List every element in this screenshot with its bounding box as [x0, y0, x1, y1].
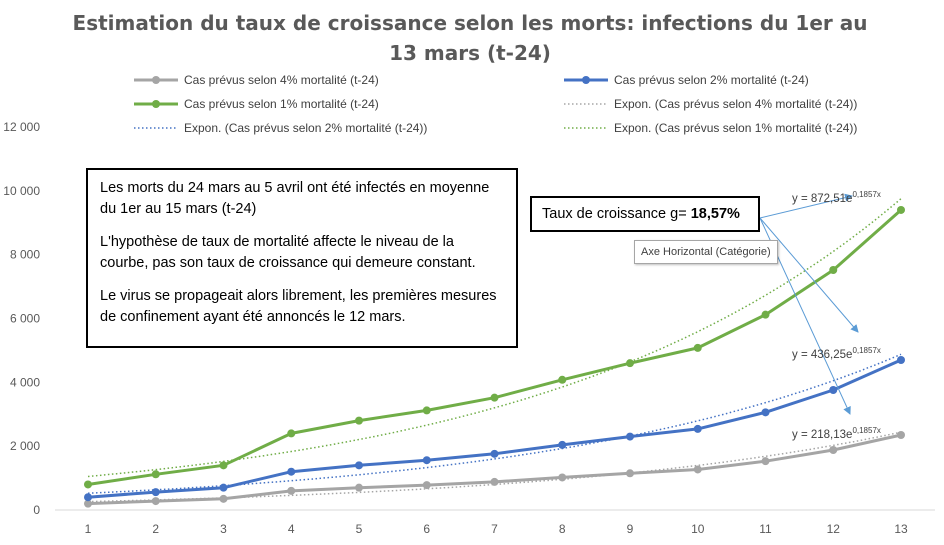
equation-4pct-base: y = 218,13e [792, 428, 853, 441]
data-point-1 [761, 408, 770, 417]
data-point-2 [829, 265, 838, 274]
equation-2pct-base: y = 436,25e [792, 348, 853, 361]
data-point-1 [355, 461, 363, 470]
data-point-0 [151, 497, 160, 506]
y-tick-label: 6 000 [10, 312, 40, 326]
data-point-0 [355, 483, 363, 492]
x-tick-label: 2 [152, 522, 159, 536]
x-tick-label: 1 [85, 522, 92, 536]
data-point-2 [219, 461, 228, 470]
x-tick-label: 13 [894, 522, 908, 536]
annotation-line-1: Les morts du 24 mars au 5 avril ont été … [100, 180, 490, 217]
x-tick-label: 3 [220, 522, 227, 536]
equation-1pct-base: y = 872,51e [792, 192, 853, 205]
x-tick-label: 4 [288, 522, 295, 536]
legend-label-2pct: Cas prévus selon 2% mortalité (t-24) [614, 73, 809, 87]
data-point-0 [287, 486, 296, 495]
data-point-0 [626, 469, 634, 478]
data-point-1 [287, 467, 296, 476]
data-point-0 [693, 465, 702, 474]
data-point-0 [558, 473, 567, 482]
data-point-2 [693, 343, 702, 352]
growth-rate-box[interactable]: Taux de croissance g= 18,57% [530, 196, 760, 232]
growth-rate-label: Taux de croissance g= [542, 206, 691, 222]
annotation-textbox[interactable]: Les morts du 24 mars au 5 avril ont été … [86, 168, 518, 348]
legend-label-expon-2pct: Expon. (Cas prévus selon 2% mortalité (t… [184, 121, 428, 135]
legend-swatch-expon-2pct [134, 127, 178, 129]
equation-4pct-exponent: 0,1857x [852, 426, 881, 435]
legend-swatch-4pct [134, 76, 178, 84]
legend-label-4pct: Cas prévus selon 4% mortalité (t-24) [184, 73, 379, 87]
data-point-0 [219, 494, 228, 503]
data-point-1 [490, 449, 499, 458]
pointer-arrow-0 [759, 193, 853, 219]
data-point-1 [829, 385, 838, 394]
equation-2pct[interactable]: y = 436,25e0,1857x [792, 346, 881, 361]
data-point-0 [761, 457, 770, 466]
equation-4pct[interactable]: y = 218,13e0,1857x [792, 426, 881, 441]
equation-1pct-exponent: 0,1857x [852, 190, 881, 199]
annotation-line-2: L'hypothèse de taux de mortalité affecte… [100, 234, 476, 271]
legend-swatch-2pct [564, 76, 608, 84]
legend-swatch-expon-4pct [564, 103, 608, 105]
legend-label-1pct: Cas prévus selon 1% mortalité (t-24) [184, 97, 379, 111]
data-point-0 [422, 481, 431, 490]
x-tick-label: 8 [559, 522, 566, 536]
x-tick-label: 9 [627, 522, 634, 536]
data-point-2 [287, 429, 296, 438]
data-point-0 [84, 499, 92, 508]
data-point-2 [151, 470, 160, 479]
data-point-2 [84, 480, 92, 489]
data-point-2 [761, 310, 770, 319]
data-point-2 [626, 359, 634, 368]
annotation-line-3: Le virus se propageait alors librement, … [100, 288, 497, 325]
x-tick-label: 11 [759, 522, 772, 536]
x-tick-label: 5 [356, 522, 363, 536]
series-line-0 [87, 433, 902, 506]
data-point-2 [490, 393, 499, 402]
legend-label-expon-4pct: Expon. (Cas prévus selon 4% mortalité (t… [614, 97, 858, 111]
data-point-2 [422, 406, 431, 415]
data-point-1 [897, 355, 905, 364]
equation-1pct[interactable]: y = 872,51e0,1857x [792, 190, 881, 205]
data-point-1 [693, 424, 702, 433]
data-point-0 [897, 430, 905, 439]
data-point-2 [897, 205, 905, 214]
x-tick-label: 10 [691, 522, 705, 536]
data-point-0 [829, 445, 838, 454]
axis-tooltip: Axe Horizontal (Catégorie) [634, 240, 778, 264]
data-point-2 [558, 375, 567, 384]
x-tick-label: 6 [423, 522, 430, 536]
y-tick-label: 2 000 [10, 439, 40, 453]
x-tick-label: 7 [491, 522, 498, 536]
data-point-1 [219, 483, 228, 492]
chart-title: Estimation du taux de croissance selon l… [72, 11, 868, 65]
legend-swatch-1pct [134, 100, 178, 108]
y-tick-label: 12 000 [3, 120, 40, 134]
legend-swatch-expon-1pct [564, 127, 608, 129]
trendline-1 [87, 353, 902, 494]
data-point-1 [84, 493, 92, 502]
y-tick-label: 8 000 [10, 248, 40, 262]
data-point-1 [422, 456, 431, 465]
data-point-1 [558, 440, 567, 449]
x-tick-label: 12 [827, 522, 841, 536]
equation-2pct-exponent: 0,1857x [852, 346, 881, 355]
growth-rate-value: 18,57% [690, 206, 740, 222]
pointer-arrow-1 [759, 217, 859, 333]
data-point-1 [626, 432, 634, 441]
y-tick-label: 4 000 [10, 375, 40, 389]
data-point-0 [490, 477, 499, 486]
series-line-1 [87, 358, 902, 499]
data-point-2 [355, 416, 363, 425]
data-point-1 [151, 488, 160, 497]
y-tick-label: 0 [33, 503, 40, 517]
legend-label-expon-1pct: Expon. (Cas prévus selon 1% mortalité (t… [614, 121, 858, 135]
y-tick-label: 10 000 [3, 184, 40, 198]
